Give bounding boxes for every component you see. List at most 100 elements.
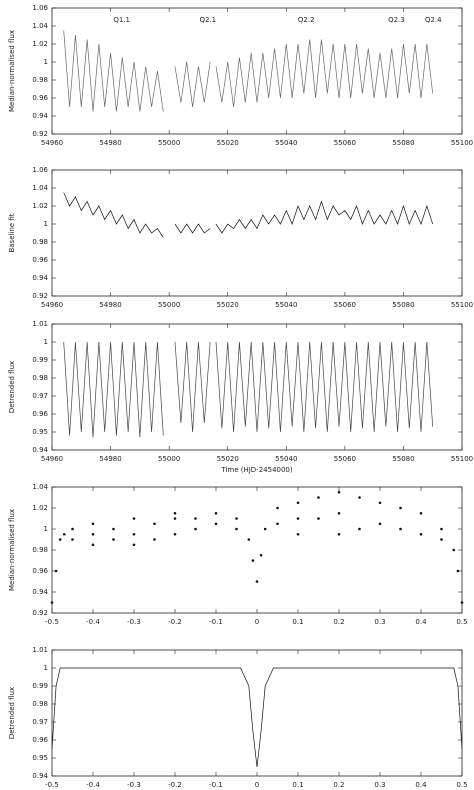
data-point (112, 527, 115, 531)
x-tick-label: 55060 (334, 301, 356, 309)
data-point (71, 527, 74, 531)
data-point (419, 532, 423, 536)
x-tick-label: 54980 (99, 301, 121, 309)
y-tick-label: 0.97 (32, 718, 48, 726)
data-point (337, 490, 341, 494)
y-axis-label: Baseline fit (8, 213, 16, 252)
y-tick-label: 1.06 (32, 166, 48, 174)
data-point (91, 543, 95, 547)
annotation: Q2.2 (298, 16, 315, 24)
y-tick-label: 0.96 (32, 256, 48, 264)
x-tick-label: 55020 (217, 455, 239, 463)
data-point (214, 511, 218, 515)
y-axis-label: Median-normalised flux (8, 509, 16, 591)
data-point (337, 532, 341, 536)
data-point (440, 527, 443, 531)
y-tick-label: 0.95 (32, 754, 48, 762)
data-point (235, 517, 238, 520)
x-tick-label: -0.2 (168, 781, 182, 789)
y-tick-label: 0.95 (32, 428, 48, 436)
data-point (276, 506, 279, 510)
data-point (276, 522, 279, 526)
data-point (263, 527, 267, 531)
x-axis-label: Time (HJD-2454000) (220, 466, 293, 474)
y-tick-label: 0.98 (32, 76, 48, 84)
data-point (317, 496, 320, 499)
y-tick-label: 1.02 (32, 40, 48, 48)
x-tick-label: 0.2 (333, 618, 344, 626)
data-line (51, 667, 463, 768)
plot-frame (51, 649, 463, 777)
x-tick-label: 54960 (41, 301, 63, 309)
data-point (112, 538, 115, 541)
x-tick-label: -0.2 (168, 618, 182, 626)
x-tick-label: -0.5 (45, 618, 59, 626)
x-tick-label: 55000 (158, 455, 180, 463)
x-tick-label: 0 (255, 618, 259, 626)
data-point (91, 522, 95, 526)
y-tick-label: 0.94 (32, 588, 48, 596)
annotation: Q2.4 (425, 16, 442, 24)
annotation: Q2.1 (199, 16, 216, 24)
y-tick-label: 0.94 (32, 772, 48, 780)
data-line (63, 341, 434, 438)
data-point (71, 538, 74, 541)
data-point (296, 517, 300, 520)
x-tick-label: 55100 (451, 301, 473, 309)
x-tick-label: -0.4 (86, 781, 100, 789)
x-tick-label: 55100 (451, 139, 473, 147)
y-axis-label: Detrended flux (8, 687, 16, 739)
x-tick-label: 0.1 (292, 781, 303, 789)
y-axis-label: Detrended flux (8, 361, 16, 413)
x-tick-label: -0.5 (45, 781, 59, 789)
data-point (255, 580, 259, 583)
y-tick-label: 1.02 (32, 202, 48, 210)
x-tick-label: 55020 (217, 301, 239, 309)
data-point (173, 511, 177, 515)
y-tick-label: 0.96 (32, 94, 48, 102)
y-tick-label: 1 (44, 664, 48, 672)
x-tick-label: -0.1 (209, 781, 223, 789)
y-tick-label: 1.02 (32, 504, 48, 512)
data-point (173, 517, 177, 520)
data-point (132, 543, 136, 547)
data-point (251, 559, 255, 562)
data-point (399, 506, 402, 510)
x-tick-label: 0.4 (415, 618, 427, 626)
annotation: Q1.1 (113, 16, 130, 24)
y-tick-label: 0.99 (32, 356, 48, 364)
data-point (247, 538, 251, 541)
y-tick-label: 0.98 (32, 374, 48, 382)
plot-frame (51, 7, 463, 135)
data-point (456, 569, 460, 573)
data-point (399, 527, 402, 531)
data-point (58, 538, 62, 541)
x-tick-label: 0.3 (374, 781, 385, 789)
plot-frame (51, 486, 463, 614)
data-point (153, 522, 156, 526)
x-tick-label: 54960 (41, 455, 63, 463)
data-point (132, 517, 136, 520)
y-tick-label: 1.04 (32, 22, 48, 30)
x-tick-label: 55040 (275, 301, 297, 309)
y-tick-label: 0.92 (32, 292, 48, 300)
data-point (194, 517, 197, 520)
data-point (235, 527, 238, 531)
plot-frame (51, 169, 463, 297)
data-line (63, 30, 434, 112)
data-point (214, 522, 218, 526)
x-tick-label: -0.3 (127, 618, 141, 626)
y-tick-label: 0.96 (32, 567, 48, 575)
y-tick-label: 0.94 (32, 274, 48, 282)
data-point (63, 532, 66, 536)
data-point (452, 548, 456, 552)
y-tick-label: 0.94 (32, 446, 48, 454)
y-tick-label: 0.92 (32, 609, 48, 617)
data-point (194, 527, 197, 531)
data-point (259, 553, 263, 557)
data-point (173, 532, 177, 536)
x-tick-label: 55000 (158, 301, 180, 309)
y-tick-label: 0.97 (32, 392, 48, 400)
x-tick-label: 0.1 (292, 618, 303, 626)
plot-frame (51, 323, 463, 451)
